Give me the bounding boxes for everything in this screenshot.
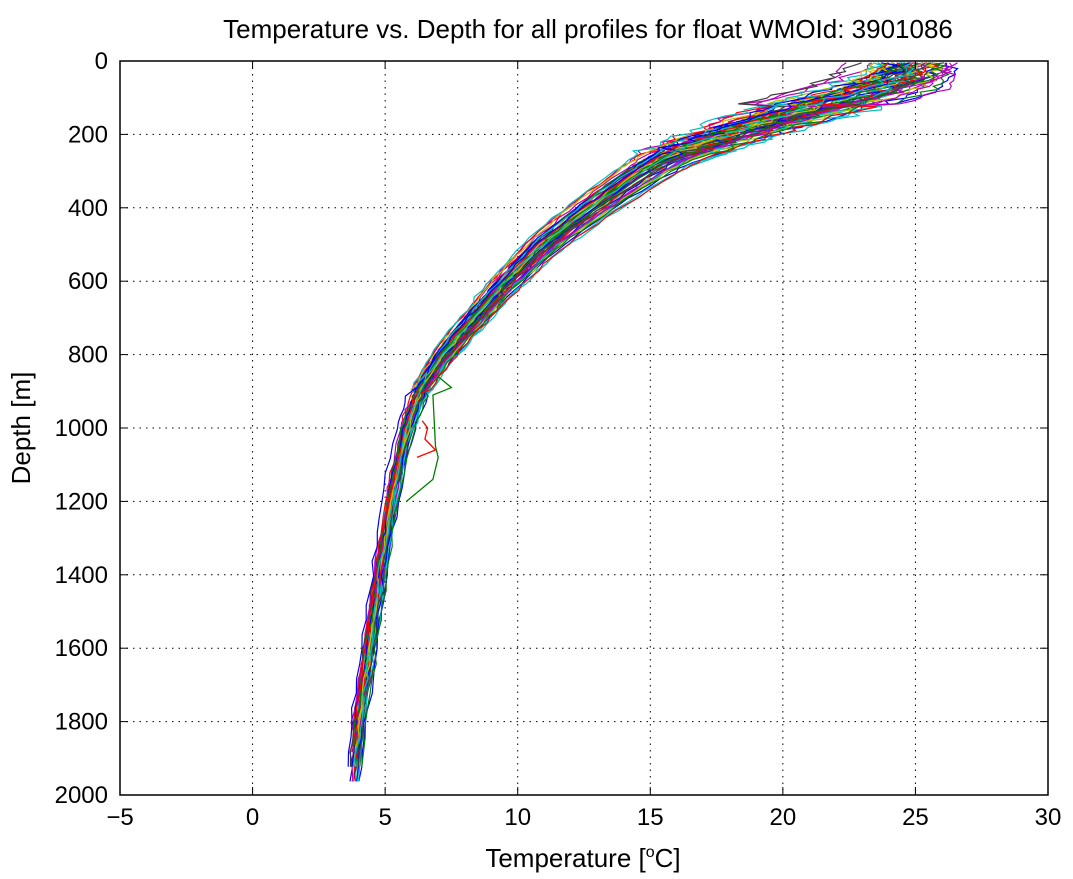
- x-axis-title-sup: o: [646, 844, 655, 861]
- x-tick-label: 15: [637, 804, 664, 831]
- y-tick-label: 200: [68, 121, 108, 148]
- y-tick-label: 1000: [55, 415, 108, 442]
- x-axis-title-end: C]: [655, 843, 681, 873]
- y-tick-label: 600: [68, 268, 108, 295]
- tick-layer: −5 0 5 10 15 20 25 30 0 200 400 600 800 1000 1200 1400 1…: [55, 48, 1062, 831]
- y-tick-label: 1800: [55, 709, 108, 736]
- y-tick-label: 2000: [55, 782, 108, 809]
- x-tick-label: 0: [246, 804, 259, 831]
- x-axis-title: Temperature [oC]: [485, 843, 680, 873]
- profile-line: [347, 62, 901, 767]
- anomaly-profile-line: [405, 376, 453, 502]
- y-tick-label: 1600: [55, 635, 108, 662]
- profile-line: [352, 62, 916, 767]
- profile-line: [351, 62, 911, 753]
- x-tick-label: 25: [902, 804, 929, 831]
- y-axis-title: Depth [m]: [6, 372, 36, 485]
- x-axis-title-main: Temperature [: [485, 843, 646, 873]
- profile-line: [352, 62, 889, 753]
- profile-line: [361, 62, 904, 767]
- series-layer: [347, 62, 959, 782]
- x-tick-label: 5: [378, 804, 391, 831]
- x-tick-label: −5: [106, 804, 133, 831]
- y-tick-label: 800: [68, 342, 108, 369]
- grid-layer: [120, 61, 1048, 795]
- y-tick-label: 400: [68, 195, 108, 222]
- y-tick-label: 1200: [55, 488, 108, 515]
- x-tick-label: 30: [1035, 804, 1062, 831]
- chart-title: Temperature vs. Depth for all profiles f…: [223, 14, 953, 44]
- anomaly-profile-line: [416, 420, 437, 459]
- profile-line: [351, 62, 911, 767]
- x-tick-label: 20: [770, 804, 797, 831]
- x-tick-label: 10: [504, 804, 531, 831]
- y-tick-label: 1400: [55, 562, 108, 589]
- y-tick-label: 0: [95, 48, 108, 75]
